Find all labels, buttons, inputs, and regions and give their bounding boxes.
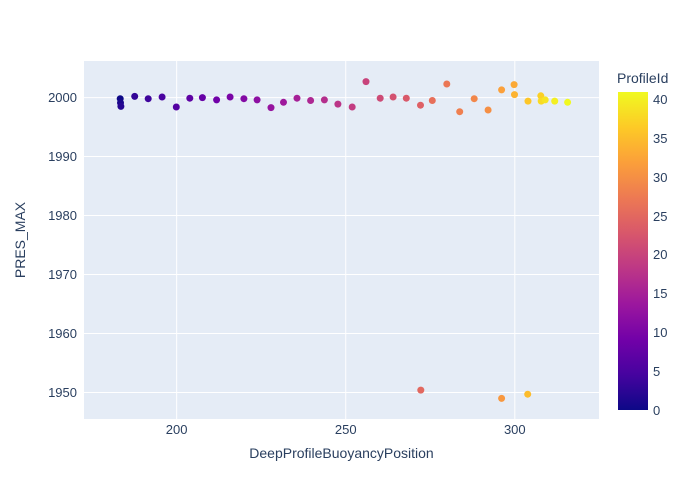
scatter-point[interactable] [551,97,559,105]
scatter-point[interactable] [362,78,370,86]
x-tick-label: 250 [334,422,357,437]
scatter-point[interactable] [253,96,261,104]
colorbar-tick-label: 40 [653,92,668,108]
x-axis-title: DeepProfileBuoyancyPosition [249,445,434,461]
scatter-point[interactable] [213,96,221,104]
scatter-point[interactable] [564,98,572,106]
scatter-point[interactable] [267,104,275,112]
x-tick-label: 300 [503,422,526,437]
scatter-point[interactable] [428,97,436,104]
y-tick-label: 2000 [48,90,77,106]
scatter-point[interactable] [417,386,425,394]
colorbar-tick-label: 30 [653,169,668,185]
y-axis-title: PRES_MAX [12,201,28,279]
scatter-point[interactable] [510,81,518,89]
colorbar-tick-label: 15 [653,286,668,302]
scatter-point[interactable] [524,97,532,105]
scatter-point[interactable] [389,93,397,101]
colorbar-tick-label: 35 [653,131,668,147]
y-tick-label: 1970 [48,267,77,282]
scatter-point[interactable] [334,100,342,108]
scatter-point[interactable] [320,96,328,104]
scatter-points[interactable] [116,78,572,402]
scatter-point[interactable] [240,95,248,103]
scatter-point[interactable] [293,94,301,102]
scatter-point[interactable] [443,80,451,88]
y-tick-label: 1960 [48,325,77,341]
colorbar-tick-label: 20 [653,247,668,263]
colorbar-tick-label: 0 [653,402,661,418]
scatter-point[interactable] [226,93,234,101]
scatter-point[interactable] [456,108,464,116]
colorbar-title: ProfileId [617,70,669,86]
scatter-point[interactable] [498,86,506,94]
scatter-point[interactable] [144,95,152,103]
gridlines [84,61,599,419]
scatter-point[interactable] [511,91,518,99]
y-tick-label: 1990 [48,149,77,165]
scatter-point[interactable] [376,94,384,102]
plot-background [84,61,599,419]
scatter-point[interactable] [186,94,194,102]
scatter-point[interactable] [470,95,478,103]
scatter-point[interactable] [541,96,549,104]
colorbar-tick-label: 25 [653,208,668,224]
colorbar-gradient [618,92,648,410]
scatter-point[interactable] [307,97,315,104]
scatter-point[interactable] [524,390,532,398]
scatter-point[interactable] [484,106,492,114]
scatter-point[interactable] [417,101,424,109]
scatter-point[interactable] [498,394,506,402]
scatter-point[interactable] [348,103,356,111]
scatter-point[interactable] [117,102,125,110]
scatter-point[interactable] [280,98,287,106]
colorbar-tick-label: 5 [653,363,661,379]
scatter-point[interactable] [402,94,410,102]
scatter-point[interactable] [198,94,206,102]
colorbar-tick-label: 10 [653,324,668,340]
y-tick-label: 1950 [48,384,77,400]
scatter-point[interactable] [172,103,180,111]
scatter-point[interactable] [158,93,166,101]
scatter-point[interactable] [131,92,139,100]
x-tick-label: 200 [165,422,188,437]
scatter-point[interactable] [537,92,545,100]
y-tick-label: 1980 [48,208,77,224]
